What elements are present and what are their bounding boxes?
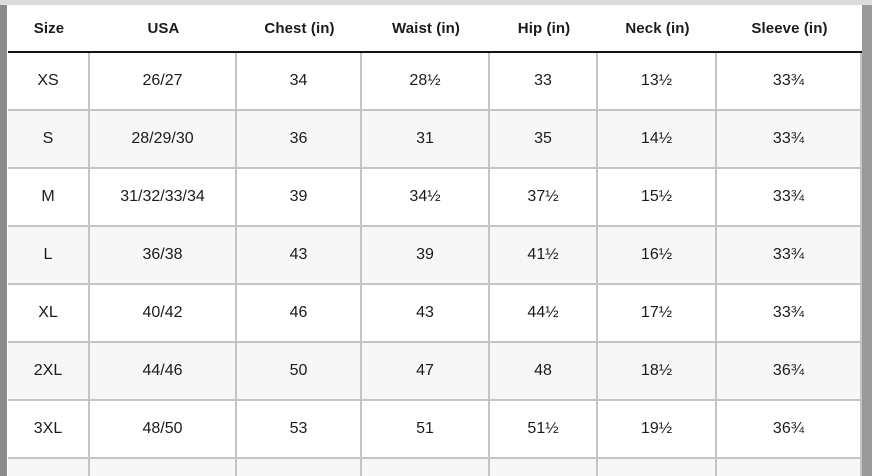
column-header-usa: USA bbox=[90, 5, 237, 53]
measurement-cell: 34½ bbox=[362, 169, 490, 227]
measurement-cell: 15½ bbox=[598, 169, 717, 227]
measurement-cell: 14½ bbox=[598, 111, 717, 169]
column-header-sleeve-in: Sleeve (in) bbox=[717, 5, 862, 53]
table-row-s: S 28/29/30 36 31 35 14½ 33¾ bbox=[8, 111, 862, 169]
measurement-cell: 51½ bbox=[490, 401, 598, 459]
measurement-cell: 18½ bbox=[598, 343, 717, 401]
measurement-cell: 16½ bbox=[598, 227, 717, 285]
measurement-cell: 35 bbox=[490, 111, 598, 169]
measurement-cell: 26/27 bbox=[90, 53, 237, 111]
top-edge-band bbox=[0, 0, 872, 5]
table-row-partial bbox=[8, 459, 862, 476]
size-label-cell: 3XL bbox=[8, 401, 90, 459]
measurement-cell: 33¾ bbox=[717, 111, 862, 169]
measurement-cell bbox=[490, 459, 598, 476]
measurement-cell: 48/50 bbox=[90, 401, 237, 459]
measurement-cell: 44½ bbox=[490, 285, 598, 343]
measurement-cell bbox=[237, 459, 362, 476]
header-row: Size USA Chest (in) Waist (in) Hip (in) Neck … bbox=[8, 5, 862, 53]
table-row-m: M 31/32/33/34 39 34½ 37½ 15½ 33¾ bbox=[8, 169, 862, 227]
measurement-cell: 36¾ bbox=[717, 343, 862, 401]
size-label-cell: XS bbox=[8, 53, 90, 111]
column-header-size: Size bbox=[8, 5, 90, 53]
size-label-cell: M bbox=[8, 169, 90, 227]
measurement-cell: 44/46 bbox=[90, 343, 237, 401]
measurement-cell: 48 bbox=[490, 343, 598, 401]
table-row-xl: XL 40/42 46 43 44½ 17½ 33¾ bbox=[8, 285, 862, 343]
table-row-xs: XS 26/27 34 28½ 33 13½ 33¾ bbox=[8, 53, 862, 111]
measurement-cell: 13½ bbox=[598, 53, 717, 111]
measurement-cell: 46 bbox=[237, 285, 362, 343]
measurement-cell: 40/42 bbox=[90, 285, 237, 343]
measurement-cell bbox=[90, 459, 237, 476]
measurement-cell: 51 bbox=[362, 401, 490, 459]
measurement-cell: 43 bbox=[237, 227, 362, 285]
measurement-cell: 39 bbox=[237, 169, 362, 227]
measurement-cell: 39 bbox=[362, 227, 490, 285]
measurement-cell: 31/32/33/34 bbox=[90, 169, 237, 227]
left-scrollbar-thumb[interactable] bbox=[0, 5, 7, 476]
size-chart-table: Size USA Chest (in) Waist (in) Hip (in) Neck … bbox=[8, 5, 862, 476]
measurement-cell: 17½ bbox=[598, 285, 717, 343]
measurement-cell: 34 bbox=[237, 53, 362, 111]
column-header-waist-in: Waist (in) bbox=[362, 5, 490, 53]
table-row-l: L 36/38 43 39 41½ 16½ 33¾ bbox=[8, 227, 862, 285]
measurement-cell: 33¾ bbox=[717, 227, 862, 285]
size-label-cell: S bbox=[8, 111, 90, 169]
measurement-cell: 47 bbox=[362, 343, 490, 401]
column-header-chest-in: Chest (in) bbox=[237, 5, 362, 53]
measurement-cell: 36/38 bbox=[90, 227, 237, 285]
measurement-cell: 33¾ bbox=[717, 169, 862, 227]
measurement-cell: 33¾ bbox=[717, 53, 862, 111]
measurement-cell bbox=[8, 459, 90, 476]
size-label-cell: L bbox=[8, 227, 90, 285]
measurement-cell: 50 bbox=[237, 343, 362, 401]
measurement-cell bbox=[717, 459, 862, 476]
column-header-neck-in: Neck (in) bbox=[598, 5, 717, 53]
measurement-cell: 36¾ bbox=[717, 401, 862, 459]
measurement-cell: 43 bbox=[362, 285, 490, 343]
measurement-cell: 37½ bbox=[490, 169, 598, 227]
table-row-3xl: 3XL 48/50 53 51 51½ 19½ 36¾ bbox=[8, 401, 862, 459]
measurement-cell: 19½ bbox=[598, 401, 717, 459]
measurement-cell: 33¾ bbox=[717, 285, 862, 343]
measurement-cell: 28½ bbox=[362, 53, 490, 111]
measurement-cell bbox=[362, 459, 490, 476]
size-label-cell: XL bbox=[8, 285, 90, 343]
size-label-cell: 2XL bbox=[8, 343, 90, 401]
measurement-cell: 31 bbox=[362, 111, 490, 169]
measurement-cell: 53 bbox=[237, 401, 362, 459]
column-header-hip-in: Hip (in) bbox=[490, 5, 598, 53]
measurement-cell bbox=[598, 459, 717, 476]
table-row-2xl: 2XL 44/46 50 47 48 18½ 36¾ bbox=[8, 343, 862, 401]
measurement-cell: 28/29/30 bbox=[90, 111, 237, 169]
measurement-cell: 41½ bbox=[490, 227, 598, 285]
measurement-cell: 36 bbox=[237, 111, 362, 169]
measurement-cell: 33 bbox=[490, 53, 598, 111]
right-scrollbar-thumb[interactable] bbox=[862, 5, 872, 476]
